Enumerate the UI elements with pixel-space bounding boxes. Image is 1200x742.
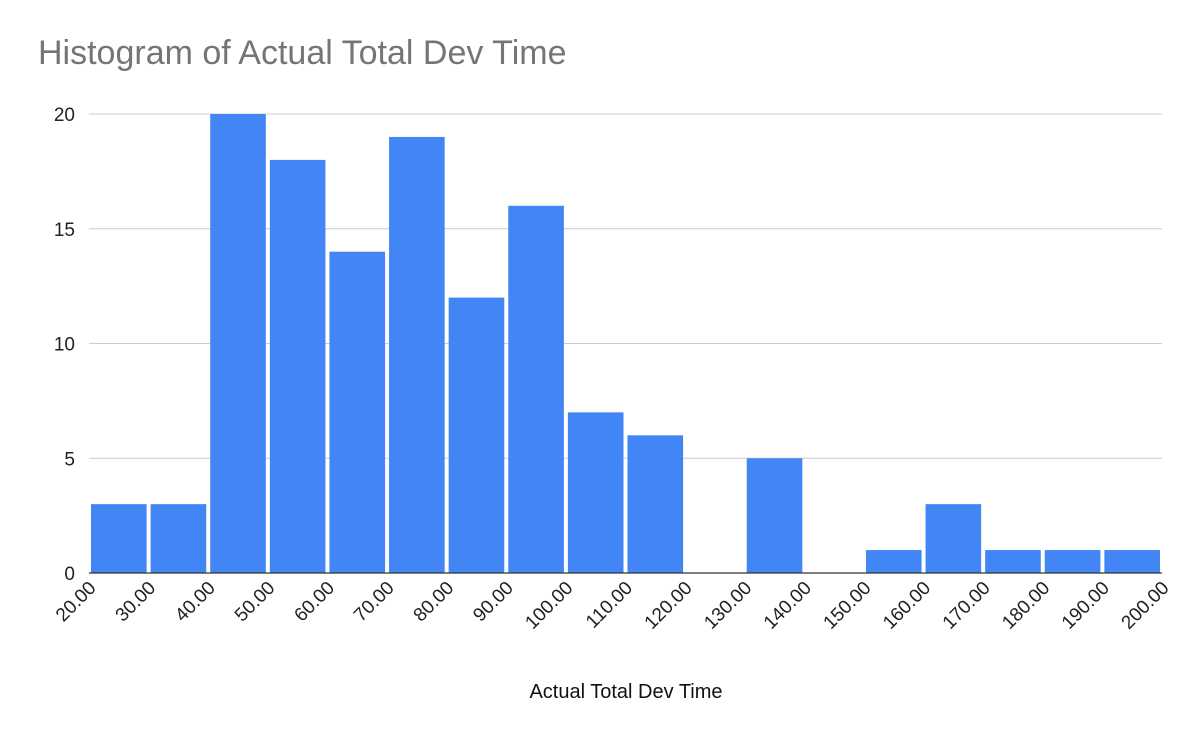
histogram-bar: [567, 412, 624, 573]
y-tick-label: 0: [64, 564, 75, 585]
x-tick-label: 170.00: [939, 578, 995, 634]
histogram-bar: [925, 504, 982, 573]
x-tick-label: 100.00: [521, 578, 577, 634]
histogram-bar: [389, 136, 445, 573]
x-tick-label: 140.00: [760, 578, 816, 634]
x-tick-label: 180.00: [998, 578, 1054, 634]
x-tick-label: 30.00: [112, 578, 160, 626]
histogram-bar: [1104, 550, 1160, 573]
x-tick-label: 200.00: [1118, 578, 1174, 634]
histogram-bar: [746, 458, 803, 573]
x-tick-label: 190.00: [1058, 578, 1114, 634]
x-tick-label: 40.00: [171, 578, 219, 626]
histogram-bar: [865, 550, 922, 573]
y-tick-label: 20: [54, 105, 75, 126]
x-tick-label: 160.00: [879, 578, 935, 634]
histogram-bar: [985, 550, 1041, 573]
y-tick-labels: 0 5 10 15 20: [54, 105, 75, 585]
x-tick-label: 80.00: [410, 578, 458, 626]
x-tick-label: 110.00: [582, 578, 637, 633]
x-tick-label: 50.00: [231, 578, 279, 626]
histogram-bar: [269, 159, 326, 573]
histogram-bar: [627, 435, 684, 573]
histogram-bar: [210, 114, 266, 573]
y-tick-label: 5: [64, 449, 75, 470]
y-tick-label: 10: [54, 335, 75, 356]
histogram-bar: [150, 504, 207, 573]
x-tick-label: 90.00: [469, 578, 517, 626]
histogram-bar: [91, 504, 147, 573]
chart-title: Histogram of Actual Total Dev Time: [38, 34, 567, 72]
x-axis-title: Actual Total Dev Time: [529, 681, 722, 703]
x-tick-label: 70.00: [350, 578, 398, 626]
x-tick-label: 120.00: [641, 578, 697, 634]
histogram-bar: [508, 205, 564, 574]
histogram-bar: [1044, 550, 1101, 573]
x-tick-labels: 20.00 30.00 40.00 50.00 60.00 70.00 80.00 90.00…: [52, 578, 1173, 634]
histogram-bar: [329, 251, 386, 573]
x-tick-label: 60.00: [291, 578, 339, 626]
bars: [91, 114, 1160, 574]
x-tick-label: 130.00: [700, 578, 756, 634]
histogram-bar: [448, 297, 505, 573]
x-tick-label: 20.00: [52, 578, 100, 626]
y-tick-label: 15: [54, 220, 75, 241]
gridlines: [89, 113, 1162, 459]
x-tick-label: 150.00: [820, 578, 876, 634]
